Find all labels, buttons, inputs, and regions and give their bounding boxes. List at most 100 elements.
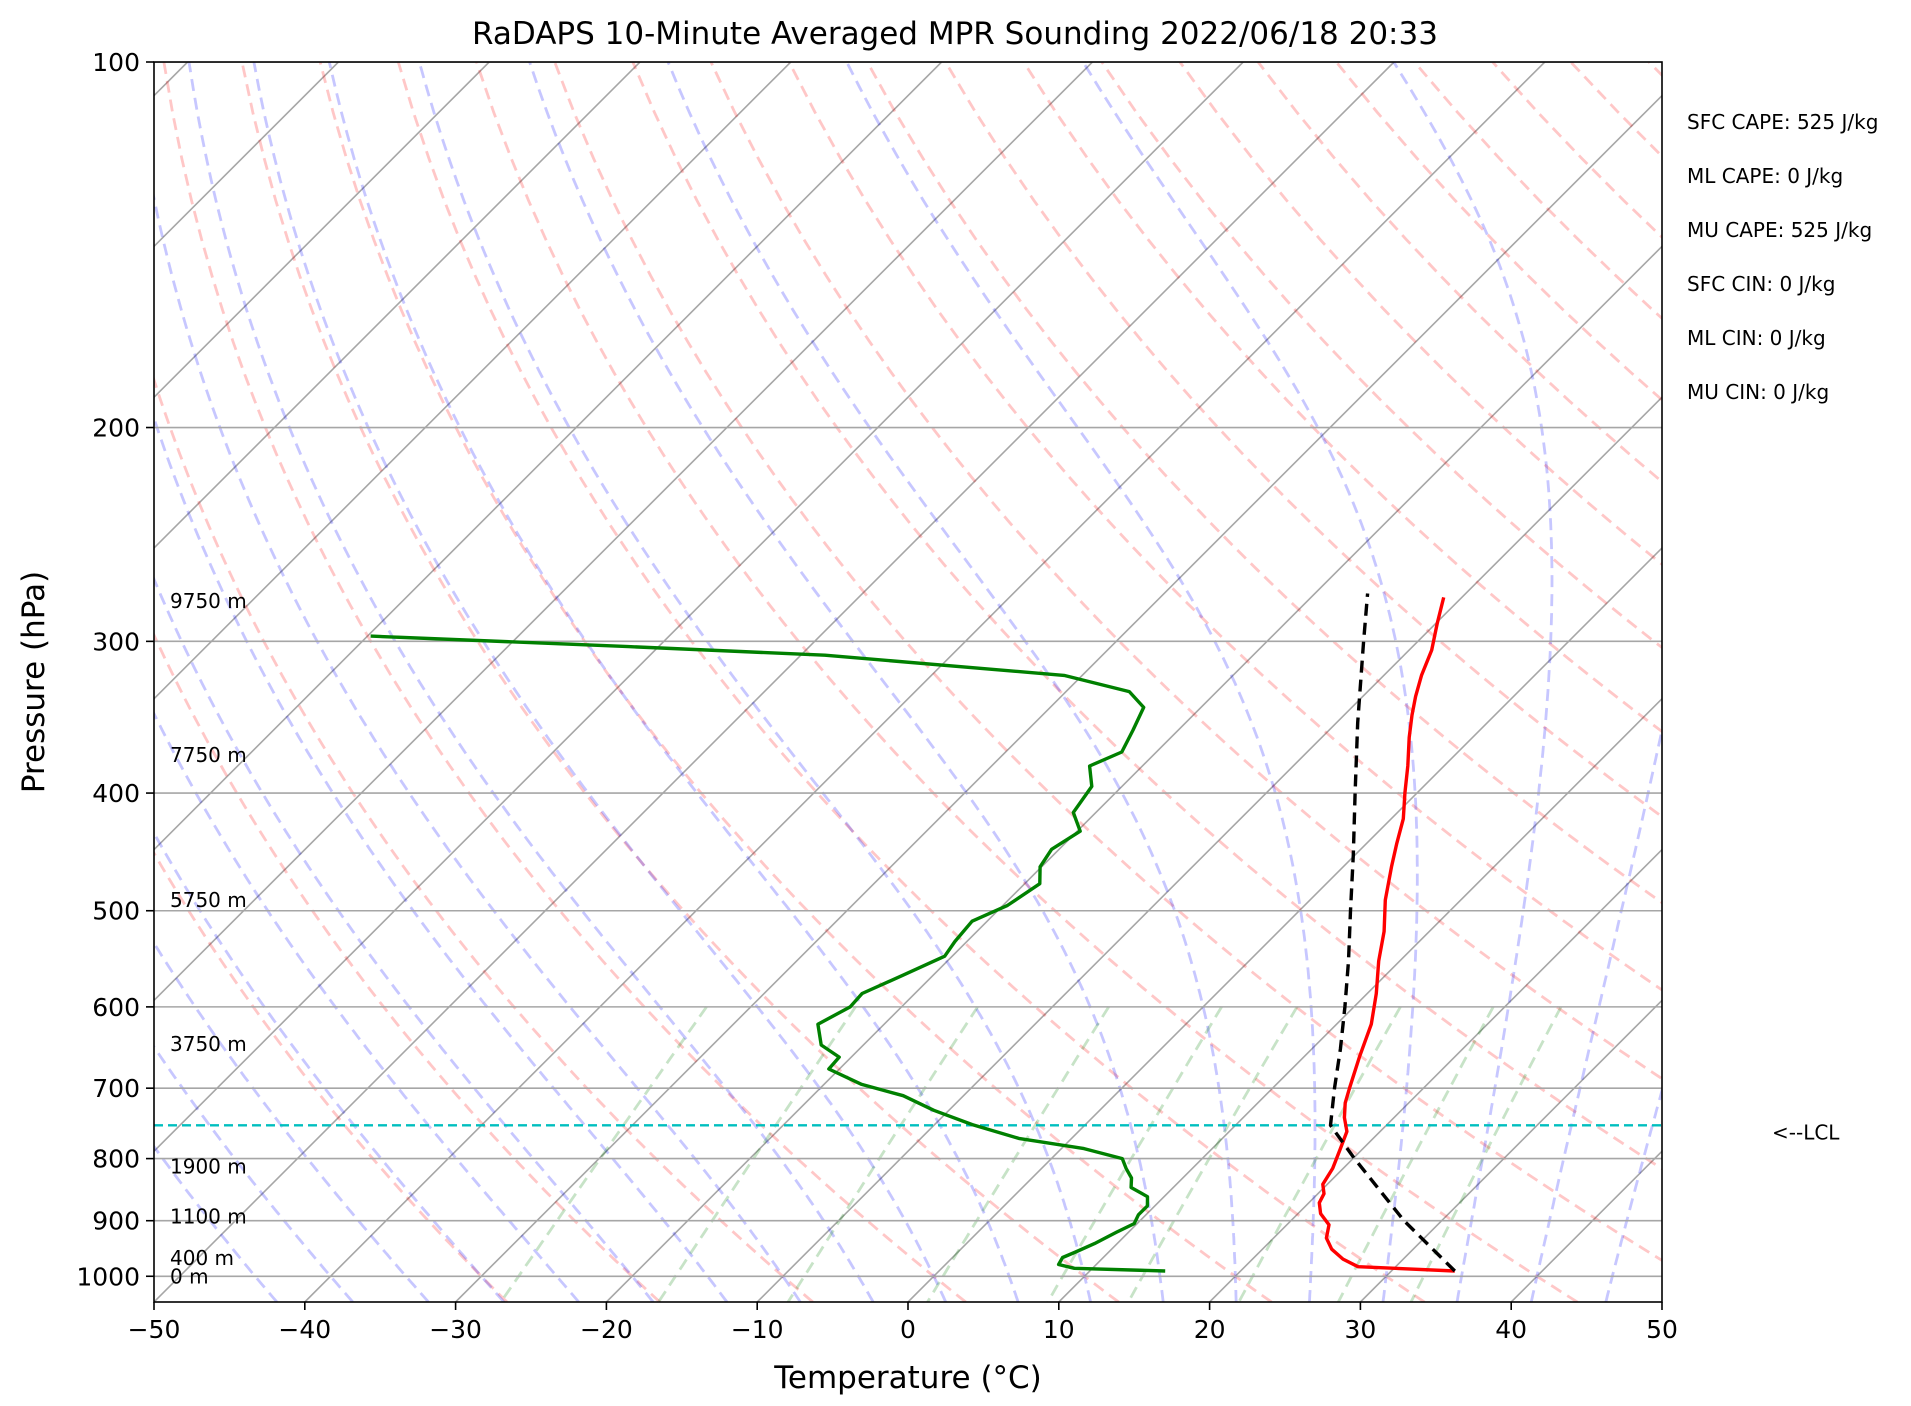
moist-adiabat-line [154, 575, 655, 1302]
x-tick-label: 40 [1495, 1315, 1527, 1344]
x-tick-label: −50 [128, 1315, 181, 1344]
mixing-ratio-line [1337, 1006, 1495, 1302]
dry-adiabat-line [709, 62, 1662, 1081]
lcl-group: <--LCL [154, 1120, 1840, 1144]
y-axis-ticks: 100 200 300 400 500 600 700 800 900 1000 [76, 48, 154, 1291]
isotherm-line [154, 62, 641, 550]
moist-adiabat-line [1604, 1085, 1662, 1302]
dry-adiabat-line [1256, 62, 1662, 484]
dry-adiabat-line [1647, 62, 1662, 78]
x-tick-label: −10 [731, 1315, 784, 1344]
y-tick-label: 800 [92, 1145, 140, 1174]
index-label: MU CAPE: 525 J/kg [1687, 218, 1872, 242]
moist-adiabat-line [1081, 62, 1419, 1302]
isotherm-line [304, 62, 1546, 1302]
profile-lines [370, 593, 1456, 1273]
x-tick-label: 30 [1344, 1315, 1376, 1344]
y-tick-label: 900 [92, 1207, 140, 1236]
index-label: ML CIN: 0 J/kg [1687, 326, 1826, 350]
isotherm-line [455, 94, 1662, 1302]
isotherm-line [1209, 848, 1662, 1302]
height-label: 9750 m [170, 589, 247, 613]
y-tick-label: 700 [92, 1074, 140, 1103]
lcl-label: <--LCL [1772, 1120, 1840, 1144]
isotherm-line [154, 62, 1244, 1153]
dry-adiabat-line [154, 850, 508, 1302]
isotherm-line [907, 546, 1662, 1302]
mixing-ratio-line [499, 1006, 708, 1302]
height-label: 3750 m [170, 1032, 247, 1056]
index-labels: SFC CAPE: 525 J/kg ML CAPE: 0 J/kg MU CAPE… [1687, 110, 1878, 404]
dry-adiabat-line [866, 62, 1662, 905]
isotherm-line [154, 62, 490, 399]
dry-adiabat-line [154, 631, 661, 1302]
isotherm-line [756, 396, 1662, 1302]
mixing-ratio-line [1127, 1006, 1299, 1302]
x-axis-ticks: −50 −40 −30 −20 −10 0 10 20 30 40 50 [128, 1302, 1678, 1344]
y-axis-label: Pressure (hPa) [16, 571, 52, 793]
y-tick-label: 600 [92, 993, 140, 1022]
mixing-ratio-line [786, 1006, 979, 1302]
y-tick-label: 400 [92, 779, 140, 808]
profile-line-2 [1328, 593, 1456, 1273]
index-label: SFC CAPE: 525 J/kg [1687, 110, 1878, 134]
moist-adiabat-line [1529, 723, 1662, 1302]
y-tick-label: 200 [92, 414, 140, 443]
y-tick-label: 100 [92, 48, 140, 77]
moist-adiabat-line [187, 62, 875, 1302]
x-tick-label: 10 [1043, 1315, 1075, 1344]
isotherm-line [154, 62, 1395, 1302]
mixing-ratio-line [926, 1006, 1110, 1302]
mixing-ratio-line [1409, 1006, 1563, 1302]
moist-adiabat-line [154, 940, 430, 1302]
moist-adiabat-line [417, 62, 1092, 1302]
moist-adiabat-line [154, 413, 729, 1302]
moist-adiabat-line [666, 62, 1238, 1302]
dry-adiabat-line [631, 62, 1662, 1171]
x-tick-label: 20 [1194, 1315, 1226, 1344]
x-tick-label: 50 [1646, 1315, 1678, 1344]
dry-adiabat-line [1569, 62, 1662, 159]
moist-adiabat-line [845, 62, 1317, 1302]
moist-adiabat-line [327, 62, 1020, 1302]
mixing-ratio-line [1046, 1006, 1223, 1302]
y-tick-label: 300 [92, 627, 140, 656]
mixing-ratio-line [1237, 1006, 1402, 1302]
dry-adiabat-line [475, 62, 1579, 1302]
x-tick-label: −40 [278, 1315, 331, 1344]
isotherm-line [154, 62, 792, 700]
isotherm-line [1058, 697, 1662, 1302]
dry-adiabat-line [1022, 62, 1662, 734]
dry-adiabat-line [787, 62, 1662, 992]
isotherm-line [1359, 999, 1662, 1302]
profile-line-0 [1317, 596, 1455, 1273]
dry-adiabat-line [240, 62, 1120, 1302]
profile-line-1 [370, 634, 1166, 1273]
height-labels: 9750 m 7750 m 5750 m 3750 m 1900 m 1100 m 400 … [170, 589, 247, 1288]
background-lines [154, 62, 1662, 1302]
dry-adiabat-line [396, 62, 1426, 1302]
height-label: 1900 m [170, 1154, 247, 1178]
dry-adiabat-line [553, 62, 1662, 1263]
moist-adiabat-line [528, 62, 1165, 1302]
dry-adiabat-line [1335, 62, 1662, 402]
moist-adiabat-line [154, 191, 802, 1302]
moist-adiabat-line [1392, 62, 1554, 1302]
x-axis-label: Temperature (°C) [773, 1360, 1042, 1396]
isotherm-line [154, 62, 1093, 1002]
mixing-ratio-line [657, 1006, 857, 1302]
moist-adiabat-line [252, 62, 947, 1302]
x-tick-label: −30 [429, 1315, 482, 1344]
x-tick-label: 0 [900, 1315, 916, 1344]
height-label: 5750 m [170, 888, 247, 912]
index-label: MU CIN: 0 J/kg [1687, 380, 1829, 404]
dry-adiabat-line [162, 62, 967, 1302]
index-label: SFC CIN: 0 J/kg [1687, 272, 1835, 296]
height-label: 7750 m [170, 743, 247, 767]
isobar-grid [154, 62, 1662, 1278]
isotherm-line [605, 245, 1662, 1302]
chart-title: RaDAPS 10-Minute Averaged MPR Sounding 2… [472, 16, 1438, 52]
dry-adiabat-line [1491, 62, 1662, 240]
